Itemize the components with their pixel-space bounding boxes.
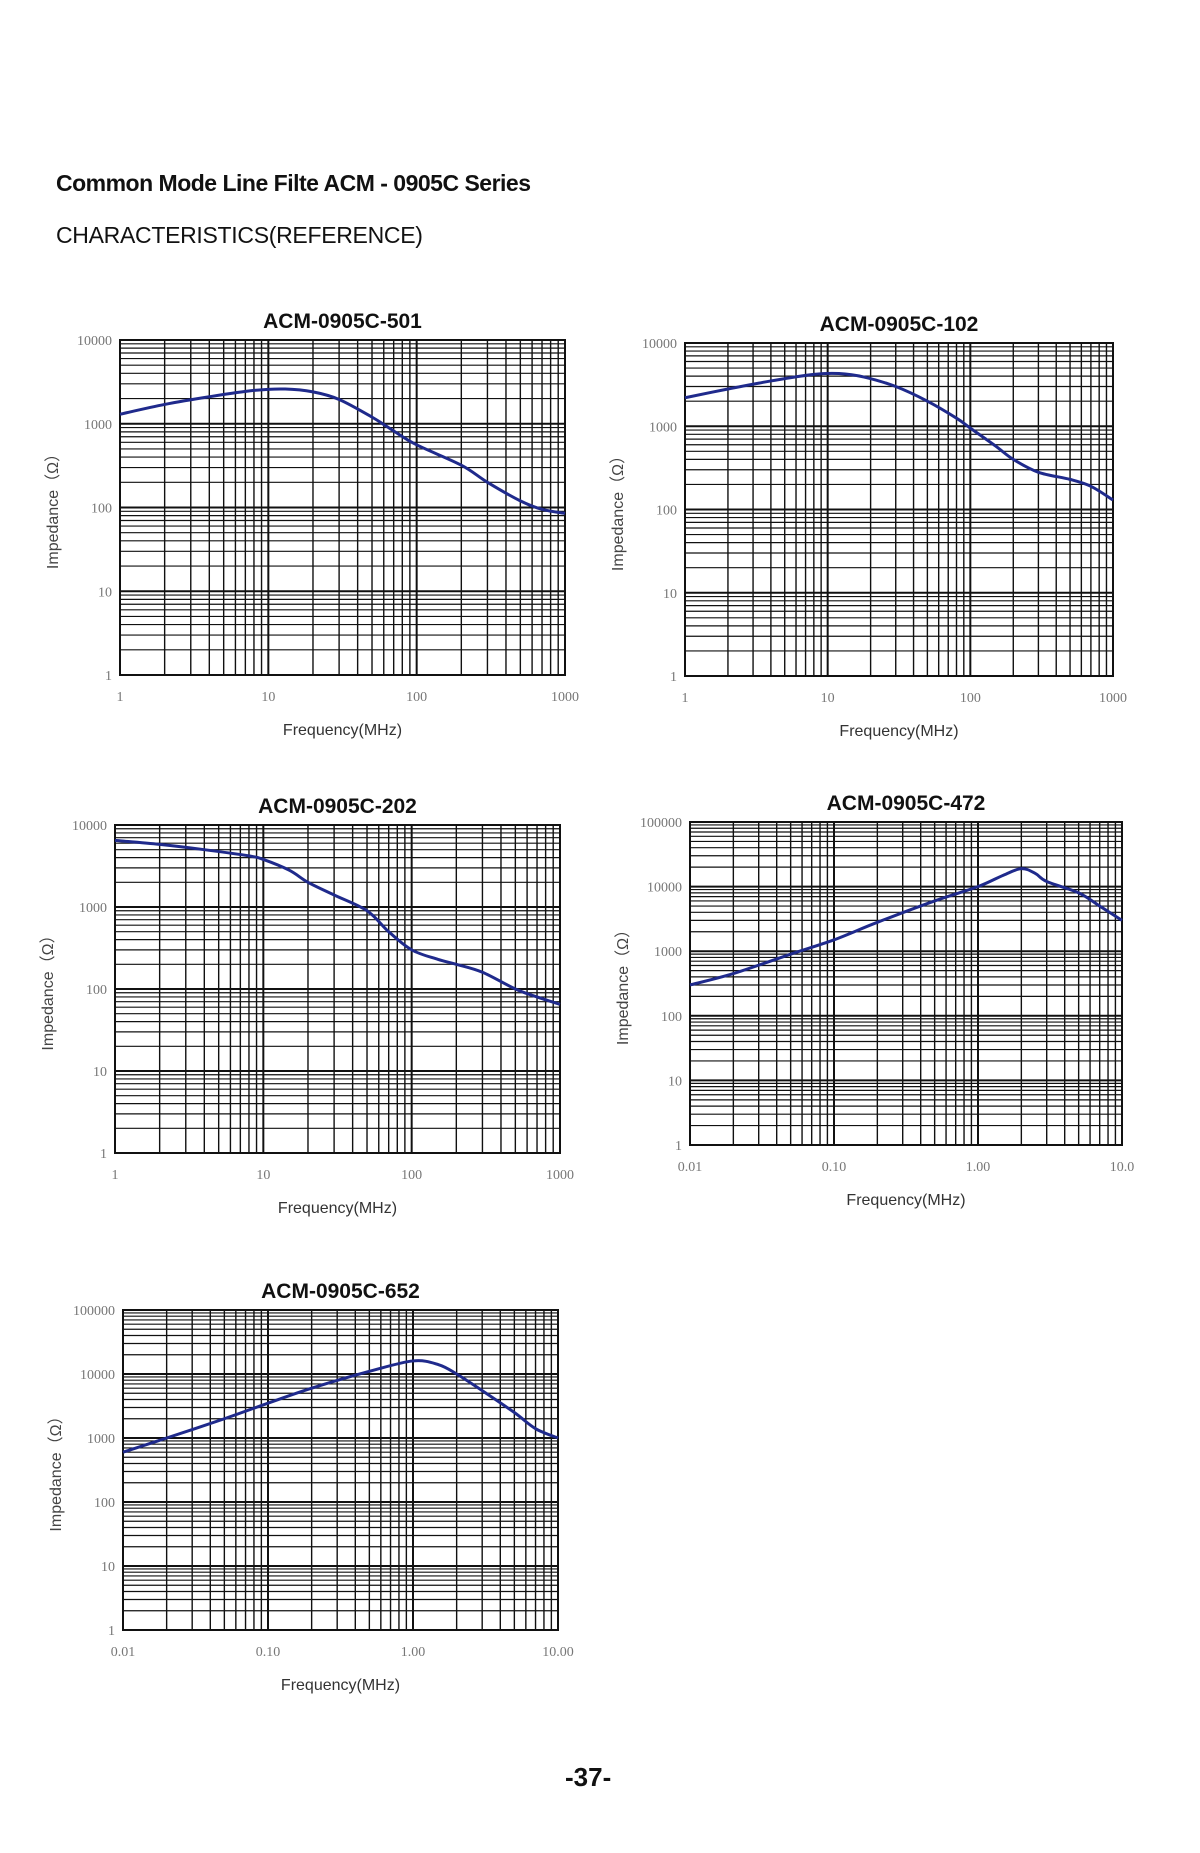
grid [689,822,1122,1146]
chart-title: ACM-0905C-652 [261,1280,420,1303]
plot-frame [689,821,1123,1146]
x-tick-label: 1.00 [401,1645,426,1660]
x-tick-label: 100 [960,691,981,706]
impedance-curve [122,1359,559,1454]
chart-acm-0905c-652: ACM-0905C-652 0.01 0.10 1.00 10.00 1 10 100 1000… [47,1280,574,1694]
y-axis-label: Impedance（Ω） [47,1408,65,1531]
chart-title: ACM-0905C-102 [820,313,979,336]
x-tick-label: 1000 [546,1168,574,1183]
x-tick-label: 100 [406,690,427,705]
x-tick-label: 1 [112,1168,119,1183]
y-tick-label: 10 [663,587,677,602]
y-tick-label: 1 [100,1147,107,1162]
grid [119,340,565,676]
y-tick-label: 100 [656,504,677,519]
x-axis-label: Frequency(MHz) [846,1192,965,1209]
y-tick-label: 100000 [640,816,682,831]
x-axis-label: Frequency(MHz) [283,722,402,739]
x-tick-label: 1 [682,691,689,706]
y-tick-label: 1 [108,1624,115,1639]
impedance-curve [119,387,566,515]
grid [114,825,560,1154]
x-tick-label: 10.00 [542,1645,574,1660]
y-tick-label: 1000 [79,901,107,916]
impedance-curve [689,867,1123,987]
y-tick-label: 1000 [87,1432,115,1447]
x-tick-label: 10.0 [1110,1160,1135,1175]
y-tick-label: 1000 [654,945,682,960]
x-tick-label: 1.00 [966,1160,991,1175]
chart-acm-0905c-102: ACM-0905C-102 1 10 100 1000 1 10 100 1000 10000 Fr… [609,313,1127,740]
y-tick-label: 100000 [73,1304,115,1319]
x-axis-label: Frequency(MHz) [839,723,958,740]
impedance-curve [684,371,1114,502]
y-tick-label: 10 [101,1560,115,1575]
x-tick-label: 10 [821,691,835,706]
y-tick-label: 100 [91,502,112,517]
y-tick-label: 1 [670,670,677,685]
y-tick-label: 1 [675,1139,682,1154]
x-tick-label: 1000 [1099,691,1127,706]
x-tick-label: 0.01 [678,1160,703,1175]
grid [684,343,1113,677]
y-tick-label: 1000 [84,418,112,433]
y-tick-label: 10000 [80,1368,115,1383]
x-tick-label: 0.01 [111,1645,136,1660]
y-axis-label: Impedance（Ω） [614,922,632,1045]
y-tick-label: 100 [86,983,107,998]
page-number: -37- [565,1762,612,1792]
page-subtitle: CHARACTERISTICS(REFERENCE) [56,222,423,248]
x-tick-label: 0.10 [822,1160,847,1175]
y-axis-label: Impedance（Ω） [39,927,57,1050]
chart-acm-0905c-501: ACM-0905C-501 1 10 100 1000 1 10 100 1000 10000 Fr… [44,310,579,739]
y-axis-label: Impedance（Ω） [609,448,627,571]
chart-title: ACM-0905C-501 [263,310,422,333]
y-tick-label: 1000 [649,420,677,435]
y-tick-label: 10000 [72,819,107,834]
page-title: Common Mode Line Filte ACM - 0905C Serie… [56,170,531,196]
chart-title: ACM-0905C-472 [827,792,986,815]
chart-acm-0905c-472: ACM-0905C-472 0.01 0.10 1.00 10.0 1 10 100 1000 1… [614,792,1135,1209]
y-tick-label: 10 [98,585,112,600]
y-tick-label: 100 [94,1496,115,1511]
x-tick-label: 100 [401,1168,422,1183]
y-tick-label: 10 [93,1065,107,1080]
y-axis-label: Impedance（Ω） [44,446,62,569]
y-tick-label: 10 [668,1074,682,1089]
y-tick-label: 1 [105,669,112,684]
x-tick-label: 0.10 [256,1645,281,1660]
y-tick-label: 10000 [642,337,677,352]
x-tick-label: 10 [261,690,275,705]
x-axis-label: Frequency(MHz) [278,1200,397,1217]
x-tick-label: 1000 [551,690,579,705]
plot-frame [122,1309,559,1631]
y-tick-label: 10000 [647,881,682,896]
grid [122,1310,558,1631]
x-tick-label: 10 [256,1168,270,1183]
x-tick-label: 1 [117,690,124,705]
x-axis-label: Frequency(MHz) [281,1677,400,1694]
chart-title: ACM-0905C-202 [258,795,417,818]
y-tick-label: 10000 [77,334,112,349]
chart-acm-0905c-202: ACM-0905C-202 1 10 100 1000 1 10 100 1000 10000 Fr… [39,795,574,1217]
impedance-curve [114,838,561,1006]
y-tick-label: 100 [661,1010,682,1025]
